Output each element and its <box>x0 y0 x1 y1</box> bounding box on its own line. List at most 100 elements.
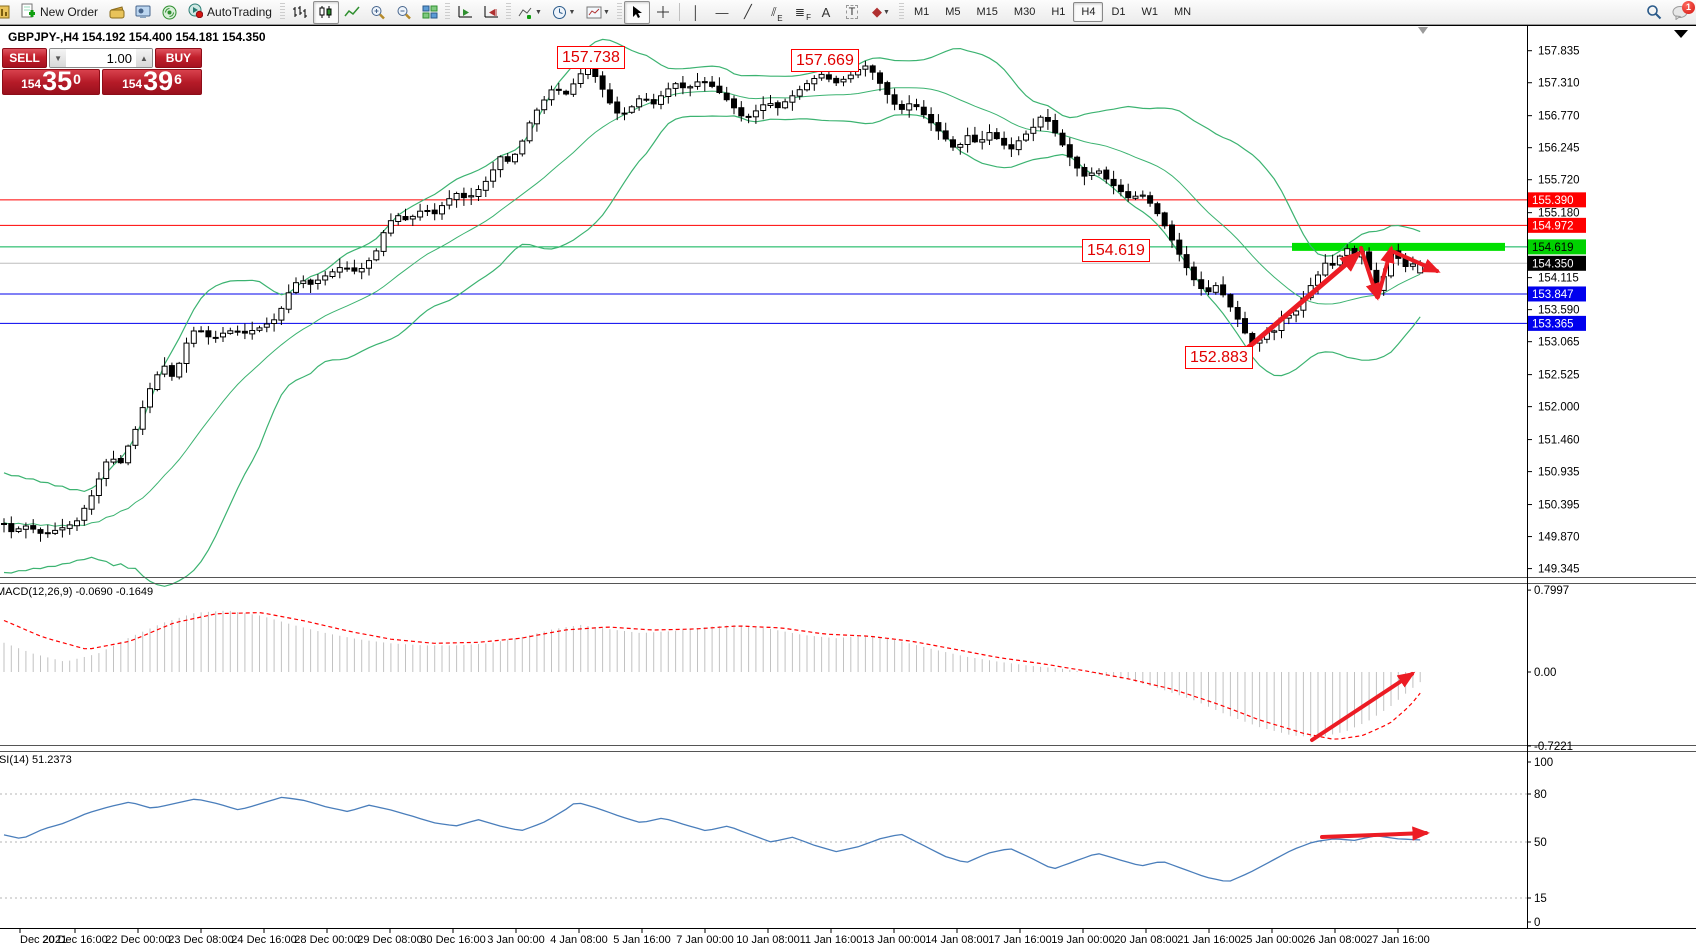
price-tag[interactable] <box>1528 255 1586 271</box>
buy-price[interactable]: 154 39 6 <box>102 68 202 95</box>
price-axis-label[interactable]: 150.935 <box>1538 467 1580 479</box>
zoom-in-icon[interactable] <box>365 1 391 24</box>
annotation-price-157669[interactable]: 157.669 <box>791 49 859 72</box>
sell-button[interactable]: SELL <box>2 48 48 68</box>
text-label-tool[interactable]: T <box>839 1 865 24</box>
price-axis-label[interactable]: 149.345 <box>1538 564 1580 576</box>
rsi-axis-label[interactable]: 80 <box>1534 789 1547 801</box>
price-tag[interactable] <box>1528 192 1586 208</box>
rsi-arrow[interactable] <box>1320 826 1430 841</box>
toolbar-grip[interactable] <box>898 3 904 21</box>
trend-arrow[interactable] <box>1240 250 1362 355</box>
time-axis-label[interactable]: 4 Jan 08:00 <box>550 934 608 944</box>
channel-tool[interactable]: ⫽ E <box>771 4 783 23</box>
rsi-axis-label[interactable]: 15 <box>1534 893 1547 905</box>
timeframe-H1[interactable]: H1 <box>1051 6 1066 18</box>
rsi-axis-label[interactable]: 100 <box>1534 757 1553 769</box>
annotation-price-152883[interactable]: 152.883 <box>1185 346 1253 369</box>
time-axis-label[interactable]: 23 Dec 08:00 <box>168 934 233 944</box>
zoom-out-icon[interactable] <box>391 1 417 24</box>
toolbar-grip[interactable] <box>616 3 622 21</box>
price-tag[interactable] <box>1528 239 1586 255</box>
time-axis-label[interactable]: 14 Jan 08:00 <box>925 934 989 944</box>
price-tag[interactable] <box>1528 315 1586 331</box>
timeframe-H4[interactable]: H4 <box>1073 2 1104 22</box>
time-axis-label[interactable]: 30 Dec 16:00 <box>420 934 485 944</box>
arrows-tool[interactable]: ◆ ▼ <box>871 4 890 19</box>
price-axis-background[interactable] <box>1528 25 1696 944</box>
horizontal-line-tool[interactable]: — <box>715 4 729 20</box>
strategy-tester-icon[interactable] <box>130 1 156 24</box>
time-axis-label[interactable]: 5 Jan 16:00 <box>613 934 671 944</box>
time-axis-label[interactable]: 20 Jan 08:00 <box>1114 934 1178 944</box>
crosshair-tool[interactable] <box>650 1 676 24</box>
price-axis-label[interactable]: 157.310 <box>1538 78 1580 90</box>
time-axis-label[interactable]: 26 Jan 08:00 <box>1303 934 1367 944</box>
toolbar-grip[interactable] <box>444 3 450 21</box>
volume-decrease-button[interactable]: ▼ <box>50 49 67 67</box>
time-axis-label[interactable]: 13 Jan 00:00 <box>862 934 926 944</box>
time-axis-label[interactable]: Dec 2021 <box>20 934 67 944</box>
timeframe-M30[interactable]: M30 <box>1013 6 1036 18</box>
timeframe-D1[interactable]: D1 <box>1111 6 1126 18</box>
wallet-icon[interactable] <box>104 1 130 24</box>
time-axis-label[interactable]: 19 Jan 00:00 <box>1051 934 1115 944</box>
search-icon[interactable] <box>1641 1 1667 24</box>
bar-chart-icon[interactable] <box>287 1 313 24</box>
rsi-axis-label[interactable]: 0 <box>1534 917 1540 929</box>
line-chart-icon[interactable] <box>339 1 365 24</box>
tile-windows-icon[interactable] <box>417 1 443 24</box>
templates-button[interactable]: ▼ <box>581 1 615 24</box>
time-axis-label[interactable]: 27 Jan 16:00 <box>1366 934 1430 944</box>
time-axis-label[interactable]: 21 Jan 16:00 <box>1177 934 1241 944</box>
signals-icon[interactable] <box>156 1 182 24</box>
vertical-line-tool[interactable]: │ <box>691 4 701 20</box>
price-axis-label[interactable]: 154.115 <box>1538 273 1579 285</box>
timeframe-M15[interactable]: M15 <box>976 6 998 18</box>
timeframe-MN[interactable]: MN <box>1174 6 1192 18</box>
candlestick-chart-icon[interactable] <box>312 0 339 24</box>
window-icon-clipped[interactable] <box>0 1 15 24</box>
price-axis-label[interactable]: 151.460 <box>1538 435 1580 447</box>
toolbar-grip[interactable] <box>505 3 511 21</box>
volume-value[interactable]: 1.00 <box>106 50 132 66</box>
volume-increase-button[interactable]: ▲ <box>135 49 152 67</box>
price-axis-label[interactable]: 156.245 <box>1538 143 1580 155</box>
auto-scroll-icon[interactable] <box>452 1 478 24</box>
toolbar-grip[interactable] <box>279 3 285 21</box>
chart-shift-icon[interactable] <box>478 1 504 24</box>
time-axis-label[interactable]: 25 Jan 00:00 <box>1240 934 1304 944</box>
price-axis-label[interactable]: 157.835 <box>1538 46 1580 58</box>
time-axis-label[interactable]: 22 Dec 00:00 <box>105 934 170 944</box>
trend-arrow[interactable] <box>1359 246 1380 301</box>
axis-menu-triangle[interactable] <box>1674 30 1688 38</box>
time-axis-label[interactable]: 11 Jan 16:00 <box>800 934 863 944</box>
price-tag[interactable] <box>1528 286 1586 302</box>
macd-arrow[interactable] <box>1310 671 1416 742</box>
macd-axis-label[interactable]: 0.00 <box>1534 667 1556 679</box>
price-axis-label[interactable]: 149.870 <box>1538 532 1580 544</box>
macd-axis-label[interactable]: 0.7997 <box>1534 585 1569 597</box>
time-axis-label[interactable]: 20 Dec 16:00 <box>42 934 107 944</box>
trend-arrow[interactable] <box>1376 245 1395 299</box>
price-axis-label[interactable]: 153.065 <box>1538 337 1580 349</box>
annotation-price-157738[interactable]: 157.738 <box>557 46 625 69</box>
rsi-axis-label[interactable]: 50 <box>1534 837 1547 849</box>
buy-button[interactable]: BUY <box>154 48 202 68</box>
time-axis-label[interactable]: 17 Jan 16:00 <box>988 934 1052 944</box>
indicators-button[interactable]: ▼ <box>513 1 547 24</box>
macd-axis-label[interactable]: -0.7221 <box>1534 741 1573 753</box>
chat-button[interactable]: 1 <box>1667 0 1695 23</box>
price-axis-label[interactable]: 150.395 <box>1538 500 1580 512</box>
new-order-button[interactable]: New Order <box>15 1 104 24</box>
text-tool[interactable]: A <box>821 4 831 20</box>
price-axis-label[interactable]: 153.590 <box>1538 305 1580 317</box>
time-axis-label[interactable]: 3 Jan 00:00 <box>487 934 545 944</box>
price-tag[interactable] <box>1528 217 1586 233</box>
periods-button[interactable]: ▼ <box>547 1 581 24</box>
timeframe-M1[interactable]: M1 <box>913 6 930 18</box>
sell-price[interactable]: 154 35 0 <box>2 68 101 95</box>
autotrading-button[interactable]: AutoTrading <box>182 1 278 24</box>
cursor-tool[interactable] <box>623 0 650 24</box>
timeframe-M5[interactable]: M5 <box>945 6 961 18</box>
